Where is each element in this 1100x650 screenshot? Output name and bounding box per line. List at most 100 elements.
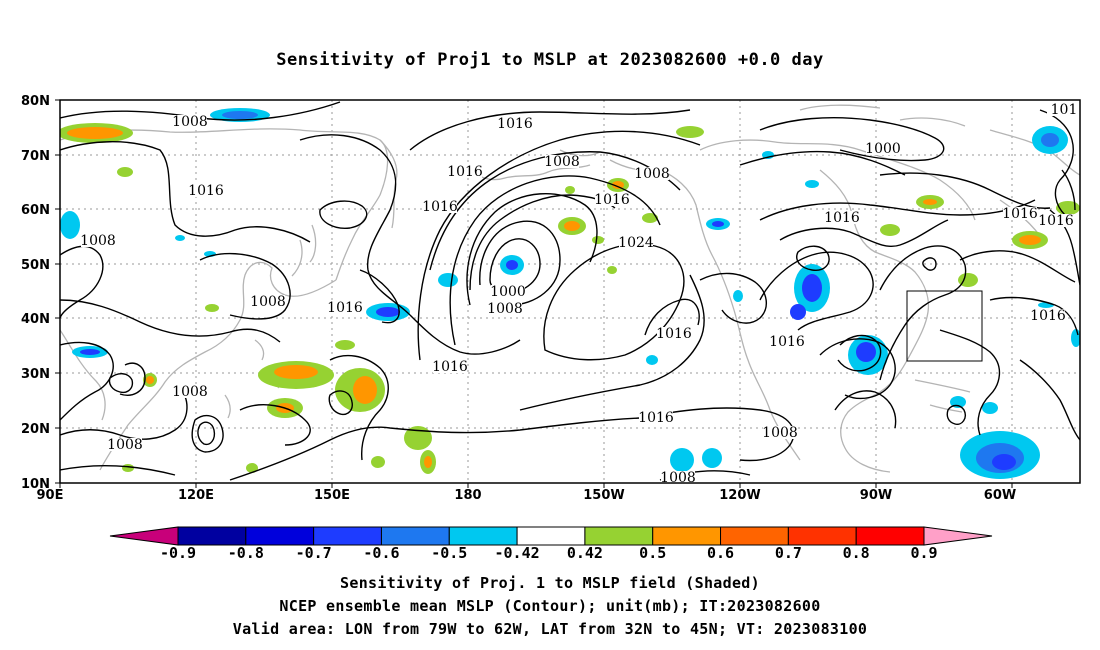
colorbar-segment [855,526,925,546]
colorbar-segment [787,526,857,546]
contour-label-background [595,193,629,206]
colorbar-segment [177,526,247,546]
contour-label-background [1003,207,1037,220]
contour-label: 1016 [594,192,630,208]
lon-label: 120E [178,488,214,503]
plot-title: Sensitivity of Proj1 to MSLP at 20230826… [276,50,824,70]
contour-label-background [448,165,482,178]
contour-label-background [545,155,579,168]
lon-label: 180 [454,488,481,503]
latitude-labels: 80N 70N 60N 50N 40N 30N 20N 10N [21,94,50,492]
contour-label-background [763,426,797,439]
lat-label: 50N [21,258,50,273]
lon-label: 90W [860,488,892,503]
contour-label: 1008 [172,384,208,400]
lon-label: 150E [314,488,350,503]
contour-label-background [1039,214,1073,227]
contour-label-background [1047,103,1080,116]
lat-label: 20N [21,422,50,437]
colorbar [109,526,993,546]
colorbar-segment [584,526,654,546]
colorbar-tick-label: -0.9 [160,544,196,562]
contour-label: 1016 [327,300,363,316]
contour-label: 1008 [487,301,523,317]
contour-label: 1008 [107,437,143,453]
lat-label: 40N [21,312,50,327]
contour-label: 1008 [762,425,798,441]
colorbar-tick-label: 0.42 [567,544,603,562]
axis-ticks [55,99,1013,488]
lon-label: 150W [583,488,624,503]
contour-label: 1016 [188,183,224,199]
contour-label-background [1031,309,1065,322]
contour-label-background [498,117,532,130]
colorbar-segment [313,526,382,546]
colorbar-labels: -0.9 -0.8 -0.7 -0.6 -0.5 -0.42 0.42 0.5 0.6 0.7 0.… [160,544,938,562]
colorbar-tick-label: -0.5 [431,544,467,562]
caption-line-2: NCEP ensemble mean MSLP (Contour); unit(… [279,597,821,615]
contour-label-background [189,184,223,197]
contour-label: 1016 [422,199,458,215]
contour-label: 1016 [497,116,533,132]
colorbar-low-triangle [109,526,179,546]
colorbar-tick-label: 0.8 [843,544,870,562]
contour-label: 101 [1051,102,1078,118]
contour-label-background [173,115,207,128]
contour-label: 1000 [490,284,526,300]
contour-label: 1016 [638,410,674,426]
colorbar-tick-label: -0.6 [363,544,399,562]
colorbar-tick-label: -0.8 [228,544,264,562]
contour-label-background [433,360,467,373]
caption-line-1: Sensitivity of Proj. 1 to MSLP field (Sh… [340,574,760,592]
colorbar-tick-label: -0.7 [296,544,332,562]
contour-label-background [491,285,525,298]
contour-label-background [251,295,285,308]
contour-label-background [661,471,695,483]
contour-label: 1016 [824,210,860,226]
colorbar-segment [448,526,518,546]
contour-label-background [423,200,457,213]
contour-label-background [488,302,522,315]
contour-label-background [81,234,115,247]
contour-label-background [108,438,142,451]
contour-label: 1016 [1030,308,1066,324]
colorbar-tick-label: 0.7 [775,544,802,562]
lat-label: 10N [21,477,50,492]
contour-label: 1008 [250,294,286,310]
lon-label: 120W [719,488,760,503]
colorbar-tick-label: 0.9 [910,544,937,562]
longitude-labels: 90E 120E 150E 180 150W 120W 90W 60W [37,488,1017,503]
lon-label: 90E [37,488,64,503]
contour-label: 1008 [544,154,580,170]
contour-labels: 1008 1016 1016 1008 1008 1008 1016 1016 1016 1008… [80,102,1080,486]
contour-label: 1008 [660,470,696,486]
contour-label: 1016 [432,359,468,375]
contour-label-background [328,301,362,314]
contour-label-background [173,385,207,398]
contour-label-background [825,211,859,224]
colorbar-segment [720,526,789,546]
contour-label-background [770,335,804,348]
contour-label: 1016 [769,334,805,350]
lat-label: 30N [21,367,50,382]
caption-line-3: Valid area: LON from 79W to 62W, LAT fro… [232,620,868,638]
lat-label: 70N [21,149,50,164]
colorbar-high-triangle [923,526,993,546]
contour-label-background [635,167,669,180]
contour-label: 1016 [447,164,483,180]
valid-area-box [906,290,983,362]
map-frame [59,99,1081,484]
contour-label: 1024 [618,235,654,251]
sensitivity-shading [60,108,1080,479]
colorbar-segment [516,526,586,546]
contour-label: 1008 [172,114,208,130]
colorbar-tick-label: 0.5 [639,544,666,562]
contour-label: 1000 [865,141,901,157]
lat-label: 80N [21,94,50,109]
colorbar-segment [245,526,315,546]
contour-label: 1008 [80,233,116,249]
colorbar-segment [652,526,722,546]
contour-label-background [619,236,653,249]
lon-label: 60W [984,488,1016,503]
